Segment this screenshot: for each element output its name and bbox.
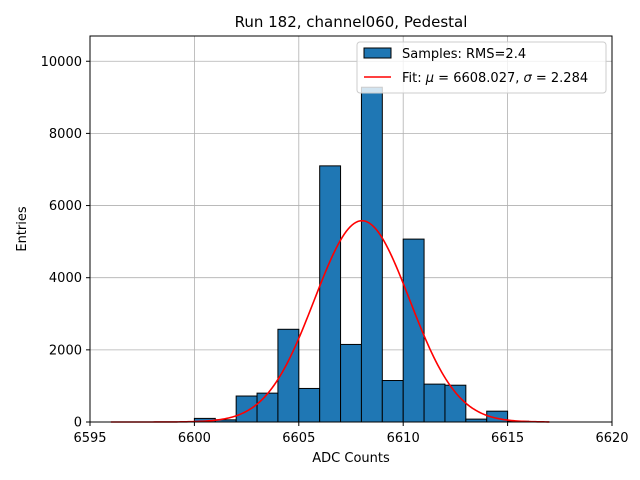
x-tick-label: 6610 — [387, 431, 420, 446]
histogram-bar — [423, 383, 446, 423]
legend: Samples: RMS=2.4 Fit: μ = 6608.027, σ = … — [356, 41, 607, 94]
legend-box — [356, 41, 607, 94]
x-axis-label: ADC Counts — [312, 451, 390, 466]
histogram-bar — [298, 387, 321, 423]
histogram-bar — [402, 238, 425, 423]
x-axis-ticks: 6595 6600 6605 6610 6615 6620 — [73, 422, 629, 446]
y-tick-label: 10000 — [41, 55, 82, 70]
y-axis-label: Entries — [15, 206, 30, 252]
x-tick-label: 6595 — [73, 431, 106, 446]
chart-title: Run 182, channel060, Pedestal — [235, 13, 468, 31]
histogram-bar — [340, 343, 362, 423]
grid-lines — [89, 36, 613, 423]
x-tick-label: 6620 — [595, 431, 628, 446]
plot-frame — [89, 35, 613, 423]
y-tick-label: 2000 — [49, 343, 82, 358]
y-tick-label: 0 — [74, 416, 82, 431]
legend-histogram-label: Samples: RMS=2.4 — [402, 47, 526, 62]
x-tick-label: 6615 — [491, 431, 524, 446]
histogram-bar — [319, 165, 342, 423]
x-tick-label: 6600 — [178, 431, 211, 446]
legend-histogram-swatch — [363, 47, 392, 59]
histogram-bar — [235, 395, 258, 423]
y-tick-label: 6000 — [49, 199, 82, 214]
y-tick-label: 4000 — [49, 271, 82, 286]
x-tick-label: 6605 — [282, 431, 315, 446]
y-tick-label: 8000 — [49, 127, 82, 142]
histogram-bar — [444, 384, 467, 423]
histogram-bar — [256, 392, 279, 423]
histogram-bar — [360, 86, 383, 423]
legend-fit-label: Fit: μ = 6608.027, σ = 2.284 — [402, 71, 588, 86]
y-axis-ticks: 0 2000 4000 6000 8000 10000 — [41, 55, 90, 431]
histogram-bar — [381, 380, 404, 423]
